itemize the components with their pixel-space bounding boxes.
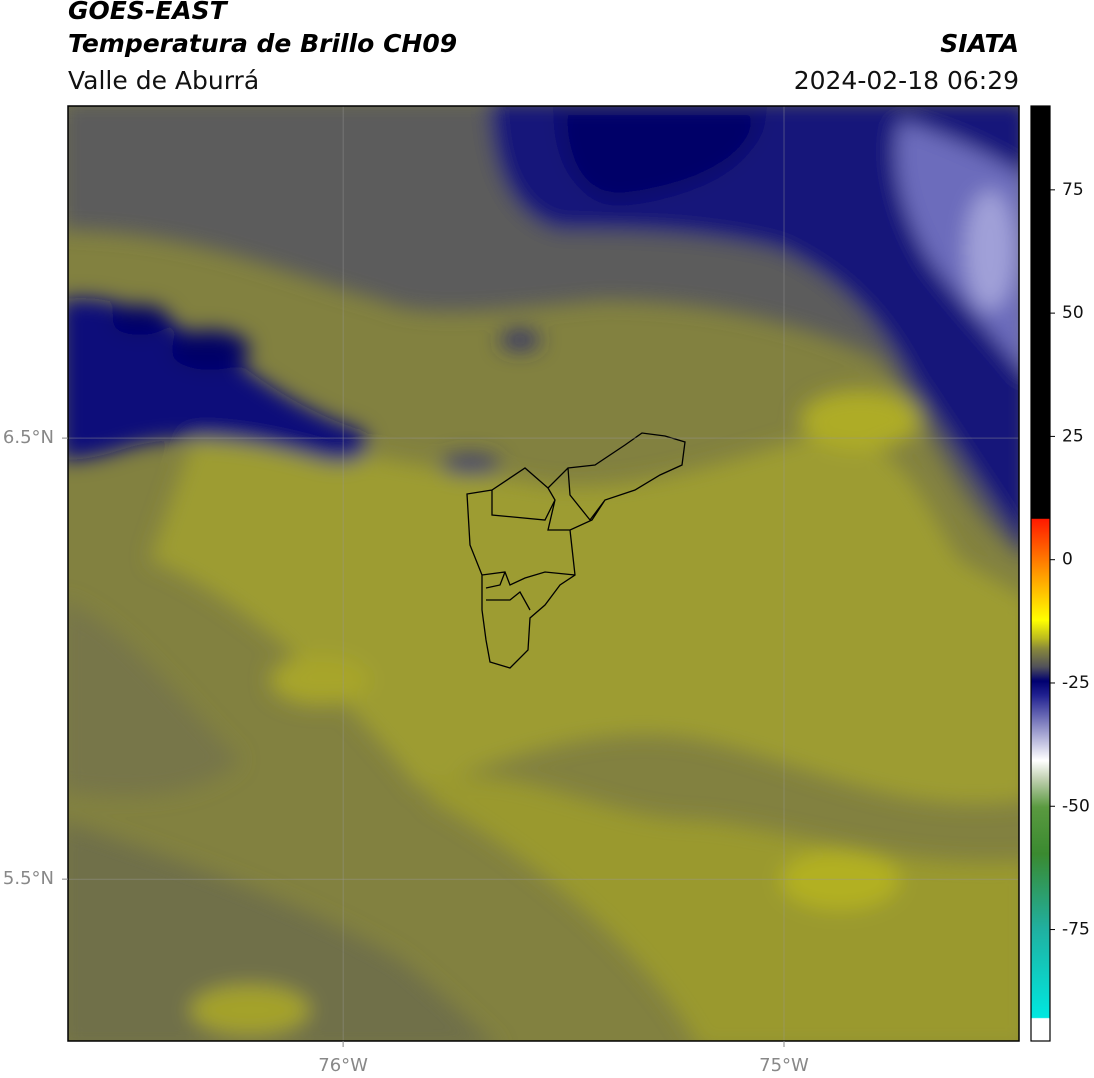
colorbar-tick-label: 50 [1062, 303, 1084, 323]
satellite-image [68, 106, 1019, 1041]
subtitle: Temperatura de Brillo CH09 [68, 29, 457, 58]
y-tick-label: 5.5°N [3, 868, 54, 889]
municipal-boundaries [466, 432, 686, 669]
colorbar-tick-label: 0 [1062, 550, 1073, 570]
region: Valle de Aburrá [68, 66, 259, 95]
datetime: 2024-02-18 06:29 [794, 66, 1019, 95]
x-tick-label: 76°W [318, 1055, 368, 1076]
title: GOES-EAST [68, 0, 229, 25]
colorbar-tick-label: -25 [1062, 673, 1090, 693]
map-frame [67, 105, 1020, 1042]
source: SIATA [940, 29, 1019, 58]
colorbar [1030, 105, 1051, 1042]
colorbar-tick-label: -50 [1062, 796, 1090, 816]
colorbar-tick-label: 25 [1062, 426, 1084, 446]
colorbar-tick-label: -75 [1062, 920, 1090, 940]
x-tick-label: 75°W [759, 1055, 809, 1076]
graticule [68, 106, 1019, 1041]
colorbar-tick-label: 75 [1062, 180, 1084, 200]
y-tick-label: 6.5°N [3, 427, 54, 448]
